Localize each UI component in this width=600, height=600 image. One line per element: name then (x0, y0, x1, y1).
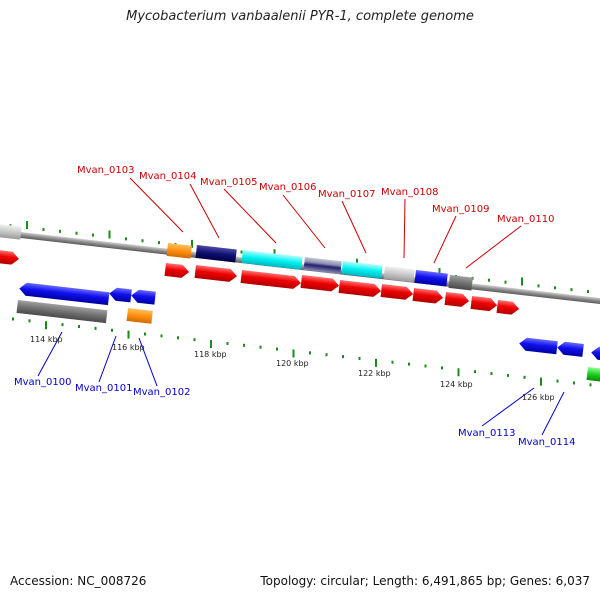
leader-line (433, 215, 457, 264)
reverse-gene-label: Mvan_0113 (458, 428, 515, 439)
gene-arrow (412, 288, 444, 304)
gene-arrow (19, 282, 110, 306)
forward-gene-label: Mvan_0109 (432, 204, 489, 215)
kbp-label: 118 kbp (194, 350, 227, 359)
accession-text: Accession: NC_008726 (10, 574, 147, 588)
reverse-gene-label: Mvan_0114 (518, 437, 575, 448)
gene-arrow (380, 284, 414, 300)
gene-arrow (338, 280, 381, 297)
leader-line (403, 198, 406, 259)
forward-gene-label: Mvan_0104 (139, 171, 196, 182)
leader-line (465, 225, 522, 269)
reverse-gene-label: Mvan_0102 (133, 387, 190, 398)
gene-arrow (0, 248, 20, 265)
kbp-label: 116 kbp (112, 343, 145, 352)
map-title: Mycobacterium vanbaalenii PYR-1, complet… (126, 9, 474, 24)
label-leader-lines (37, 177, 565, 436)
gene-arrow (444, 292, 470, 307)
leader-line (129, 177, 184, 233)
kbp-label: 120 kbp (276, 359, 309, 368)
leader-line (138, 337, 158, 387)
forward-gene-label: Mvan_0107 (318, 189, 375, 200)
leader-line (189, 183, 220, 239)
gene-arrow (448, 275, 473, 291)
leader-line (541, 391, 565, 436)
forward-gene-label: Mvan_0105 (200, 177, 257, 188)
reverse-gene-label: Mvan_0101 (75, 383, 132, 394)
gene-arrow (16, 300, 108, 324)
gene-arrow (519, 337, 558, 355)
kbp-label: 114 kbp (30, 335, 63, 344)
gene-arrow (166, 243, 192, 259)
gene-arrow (383, 266, 415, 283)
gene-arrow (414, 270, 448, 287)
gene-arrow (109, 287, 132, 303)
forward-gene-label: Mvan_0106 (259, 182, 316, 193)
kbp-label: 126 kbp (522, 393, 555, 402)
inner-tick-ring (12, 317, 592, 387)
reverse-gene-label: Mvan_0100 (14, 377, 71, 388)
gene-features (0, 222, 600, 383)
gene-arrow (0, 222, 22, 240)
gene-arrow (300, 275, 340, 292)
leader-line (481, 387, 535, 427)
kbp-scale-labels: 114 kbp 116 kbp 118 kbp 120 kbp 122 kbp 124 k… (30, 335, 555, 402)
gene-arrow (241, 250, 303, 270)
gene-arrow (164, 263, 190, 278)
gene-arrow (557, 341, 584, 357)
gene-arrow (195, 245, 237, 263)
gene-arrow (586, 367, 600, 383)
kbp-label: 124 kbp (440, 380, 473, 389)
forward-gene-label: Mvan_0103 (77, 165, 134, 176)
gene-arrow (240, 270, 301, 289)
gene-arrow (470, 296, 498, 312)
forward-gene-label: Mvan_0108 (381, 187, 438, 198)
gene-arrow (131, 289, 156, 305)
genome-summary-text: Topology: circular; Length: 6,491,865 bp… (260, 574, 590, 588)
leader-line (98, 335, 117, 383)
leader-line (282, 194, 326, 249)
gene-arrow (194, 265, 237, 282)
gene-arrow (341, 261, 383, 279)
leader-line (37, 331, 63, 377)
gene-arrow (303, 257, 342, 275)
kbp-label: 122 kbp (358, 369, 391, 378)
leader-line (341, 200, 367, 254)
gene-arrow (126, 308, 153, 324)
gene-arrow (591, 346, 600, 362)
gene-arrow (496, 300, 520, 315)
leader-line (223, 188, 277, 244)
forward-gene-label: Mvan_0110 (497, 214, 554, 225)
